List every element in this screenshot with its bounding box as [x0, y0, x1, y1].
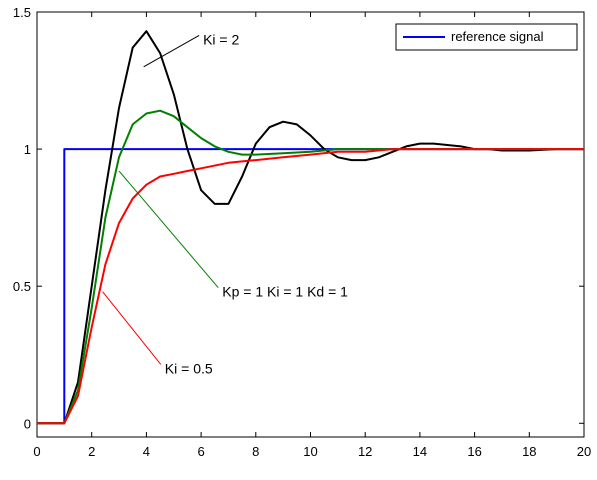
y-tick-label: 0.5 — [13, 279, 31, 294]
series-line-ki-2 — [37, 30, 584, 425]
y-tick-label: 1 — [24, 142, 31, 157]
annotation-label-ki-0-5: Ki = 0.5 — [165, 360, 213, 376]
y-tick-label: 0 — [24, 416, 31, 431]
x-tick-label: 8 — [252, 444, 259, 459]
x-tick-label: 0 — [33, 444, 40, 459]
x-tick-label: 4 — [143, 444, 150, 459]
legend: reference signal — [395, 23, 578, 51]
x-tick-label: 18 — [522, 444, 536, 459]
x-tick-label: 14 — [413, 444, 427, 459]
annotation-line-kp1-ki1-kd1 — [118, 170, 219, 289]
x-tick-label: 2 — [88, 444, 95, 459]
annotation-label-ki-2: Ki = 2 — [203, 31, 239, 47]
x-tick-label: 6 — [197, 444, 204, 459]
annotation-label-kp1-ki1-kd1: Kp = 1 Ki = 1 Kd = 1 — [222, 284, 348, 300]
annotation-line-ki-0-5 — [102, 291, 162, 365]
series-line-ki-0-5 — [37, 148, 584, 425]
x-tick-label: 10 — [303, 444, 317, 459]
plot-area — [36, 11, 585, 438]
series-layer — [37, 30, 584, 425]
x-tick-label: 12 — [358, 444, 372, 459]
x-axis: 0 2 4 6 8 10 12 14 16 18 20 — [33, 12, 591, 459]
x-tick-label: 16 — [467, 444, 481, 459]
legend-label-reference-signal: reference signal — [451, 29, 544, 44]
annotation-line-ki-2 — [143, 34, 200, 68]
x-tick-label: 20 — [577, 444, 591, 459]
series-line-kp1-ki1-kd1 — [37, 109, 584, 425]
y-tick-label: 1.5 — [13, 5, 31, 20]
annotations: Ki = 2 Kp = 1 Ki = 1 Kd = 1 Ki = 0.5 — [102, 31, 348, 376]
